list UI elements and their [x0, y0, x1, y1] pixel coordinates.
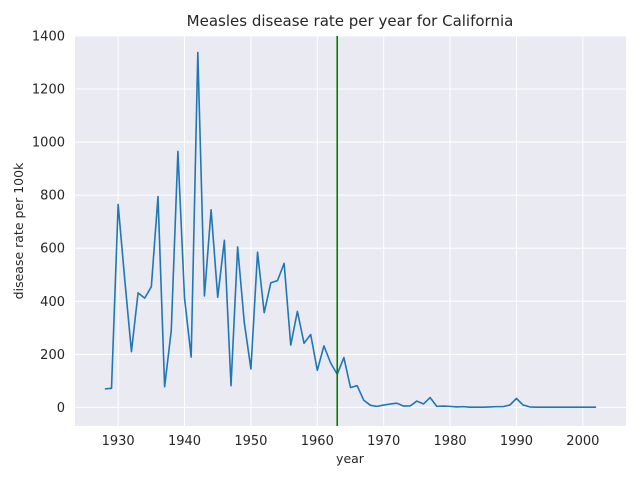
x-tick-labels: 1930 1940 1950 1960 1970 1980 1990 2000	[102, 434, 600, 449]
x-tick-label: 1980	[434, 434, 467, 449]
y-axis-title: disease rate per 100k	[11, 162, 26, 299]
y-tick-labels: 0 200 400 600 800 1000 1200 1400	[32, 30, 65, 416]
x-tick-label: 1930	[102, 434, 135, 449]
series-layer	[104, 51, 597, 408]
x-axis-title: year	[336, 451, 365, 466]
y-tick-label: 400	[40, 295, 65, 310]
y-tick-label: 0	[57, 401, 65, 416]
y-tick-label: 800	[40, 189, 65, 204]
y-tick-label: 600	[40, 242, 65, 257]
chart-title: Measles disease rate per year for Califo…	[187, 12, 514, 30]
x-tick-label: 2000	[566, 434, 599, 449]
x-tick-label: 1950	[234, 434, 267, 449]
y-tick-label: 1200	[32, 83, 65, 98]
plot-area	[75, 36, 626, 426]
series-line	[104, 51, 597, 408]
y-tick-label: 200	[40, 348, 65, 363]
gridlines	[75, 35, 626, 426]
y-tick-label: 1000	[32, 136, 65, 151]
x-tick-label: 1990	[500, 434, 533, 449]
x-tick-label: 1940	[168, 434, 201, 449]
x-tick-label: 1960	[301, 434, 334, 449]
x-tick-label: 1970	[367, 434, 400, 449]
y-tick-label: 1400	[32, 30, 65, 45]
